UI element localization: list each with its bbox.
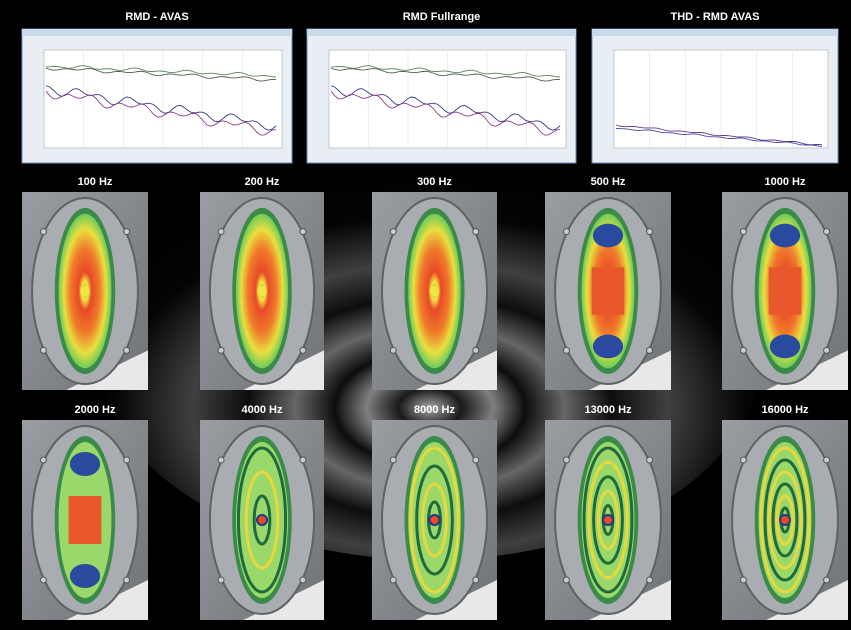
screw	[824, 457, 830, 463]
center	[430, 286, 440, 296]
screw	[390, 457, 396, 463]
antinode	[592, 267, 625, 315]
mode-label: 300 Hz	[417, 176, 452, 188]
title-bar	[592, 29, 838, 36]
title-bar	[307, 29, 576, 36]
node	[70, 452, 100, 476]
screw	[473, 457, 479, 463]
screw	[124, 577, 130, 583]
mode-label: 2000 Hz	[75, 404, 116, 416]
mode-label: 500 Hz	[591, 176, 626, 188]
screw	[124, 229, 130, 235]
center	[257, 515, 267, 525]
screw	[218, 457, 224, 463]
screw	[647, 577, 653, 583]
chart-screenshots: RMD - AVAS RMD Fullrange THD - RMD AVAS	[22, 11, 838, 163]
screw	[218, 577, 224, 583]
antinode	[769, 267, 802, 315]
panel-title: THD - RMD AVAS	[670, 11, 759, 23]
screw	[824, 577, 830, 583]
center	[430, 515, 440, 525]
screw	[563, 347, 569, 353]
center	[80, 286, 90, 296]
node	[70, 564, 100, 588]
screw	[563, 457, 569, 463]
panel-title: RMD Fullrange	[403, 11, 481, 23]
screw	[473, 577, 479, 583]
node	[770, 224, 800, 248]
center	[257, 286, 267, 296]
mode-label: 1000 Hz	[765, 176, 806, 188]
title-bar	[22, 29, 292, 36]
screw	[390, 347, 396, 353]
screw	[40, 577, 46, 583]
screw	[124, 347, 130, 353]
screw	[218, 229, 224, 235]
screw	[40, 457, 46, 463]
mode-label: 4000 Hz	[242, 404, 283, 416]
screw	[740, 347, 746, 353]
screw	[124, 457, 130, 463]
mode-label: 16000 Hz	[761, 404, 809, 416]
screw	[300, 347, 306, 353]
screw	[473, 347, 479, 353]
screw	[300, 457, 306, 463]
panel-title: RMD - AVAS	[125, 11, 188, 23]
mode-label: 8000 Hz	[414, 404, 455, 416]
screw	[218, 347, 224, 353]
screw	[647, 229, 653, 235]
antinode	[69, 496, 102, 544]
screw	[647, 457, 653, 463]
page: RMD - AVAS RMD Fullrange THD - RMD AVAS 10…	[0, 0, 851, 630]
mode-label: 200 Hz	[245, 176, 280, 188]
screw	[40, 347, 46, 353]
center	[780, 515, 790, 525]
mode-label: 13000 Hz	[584, 404, 632, 416]
node	[593, 224, 623, 248]
screw	[40, 229, 46, 235]
screw	[390, 577, 396, 583]
screw	[740, 457, 746, 463]
screw	[824, 229, 830, 235]
screw	[563, 577, 569, 583]
screw	[473, 229, 479, 235]
screw	[563, 229, 569, 235]
screw	[824, 347, 830, 353]
screw	[390, 229, 396, 235]
screw	[647, 347, 653, 353]
node	[593, 335, 623, 359]
screw	[300, 229, 306, 235]
center	[603, 515, 613, 525]
poster: RMD - AVAS RMD Fullrange THD - RMD AVAS 10…	[0, 0, 851, 630]
node	[770, 335, 800, 359]
screw	[740, 577, 746, 583]
screw	[740, 229, 746, 235]
mode-label: 100 Hz	[78, 176, 113, 188]
screw	[300, 577, 306, 583]
